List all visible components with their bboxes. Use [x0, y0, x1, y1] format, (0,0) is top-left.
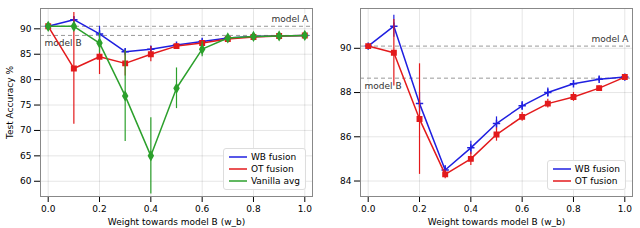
svg-text:model A: model A — [271, 14, 309, 24]
html-text:Vanilla avg: Vanilla avg — [250, 176, 300, 186]
svg-text:75: 75 — [20, 100, 31, 110]
svg-text:0.6: 0.6 — [195, 204, 210, 214]
html-text:WB fusion: WB fusion — [574, 164, 620, 174]
svg-text:86: 86 — [340, 132, 352, 142]
svg-text:90: 90 — [340, 43, 352, 53]
svg-text:0.8: 0.8 — [566, 204, 581, 214]
svg-text:80: 80 — [20, 75, 32, 85]
svg-text:1.0: 1.0 — [618, 204, 633, 214]
svg-text:0.0: 0.0 — [41, 204, 56, 214]
svg-text:0.2: 0.2 — [92, 204, 106, 214]
svg-text:Test Accuracy %: Test Accuracy % — [5, 66, 15, 141]
svg-text:0.6: 0.6 — [515, 204, 530, 214]
svg-text:1.0: 1.0 — [298, 204, 313, 214]
svg-text:model A: model A — [591, 34, 629, 44]
svg-text:65: 65 — [20, 151, 31, 161]
html-text:OT fusion: OT fusion — [574, 176, 618, 186]
svg-text:60: 60 — [20, 176, 32, 186]
svg-text:84: 84 — [340, 176, 352, 186]
svg-text:Weight towards model B (w_b): Weight towards model B (w_b) — [428, 217, 565, 227]
svg-text:0.0: 0.0 — [361, 204, 376, 214]
svg-text:90: 90 — [20, 24, 32, 34]
svg-text:Weight towards model B (w_b): Weight towards model B (w_b) — [108, 217, 245, 227]
html-text:WB fusion: WB fusion — [250, 152, 297, 162]
svg-text:0.4: 0.4 — [464, 204, 479, 214]
svg-text:85: 85 — [20, 49, 31, 59]
svg-text:model B: model B — [365, 81, 402, 91]
svg-text:0.2: 0.2 — [412, 204, 426, 214]
svg-text:70: 70 — [20, 125, 32, 135]
svg-text:0.4: 0.4 — [144, 204, 159, 214]
svg-text:88: 88 — [340, 87, 352, 97]
svg-text:model B: model B — [45, 38, 82, 48]
svg-text:0.8: 0.8 — [246, 204, 261, 214]
html-text:OT fusion: OT fusion — [250, 164, 294, 174]
